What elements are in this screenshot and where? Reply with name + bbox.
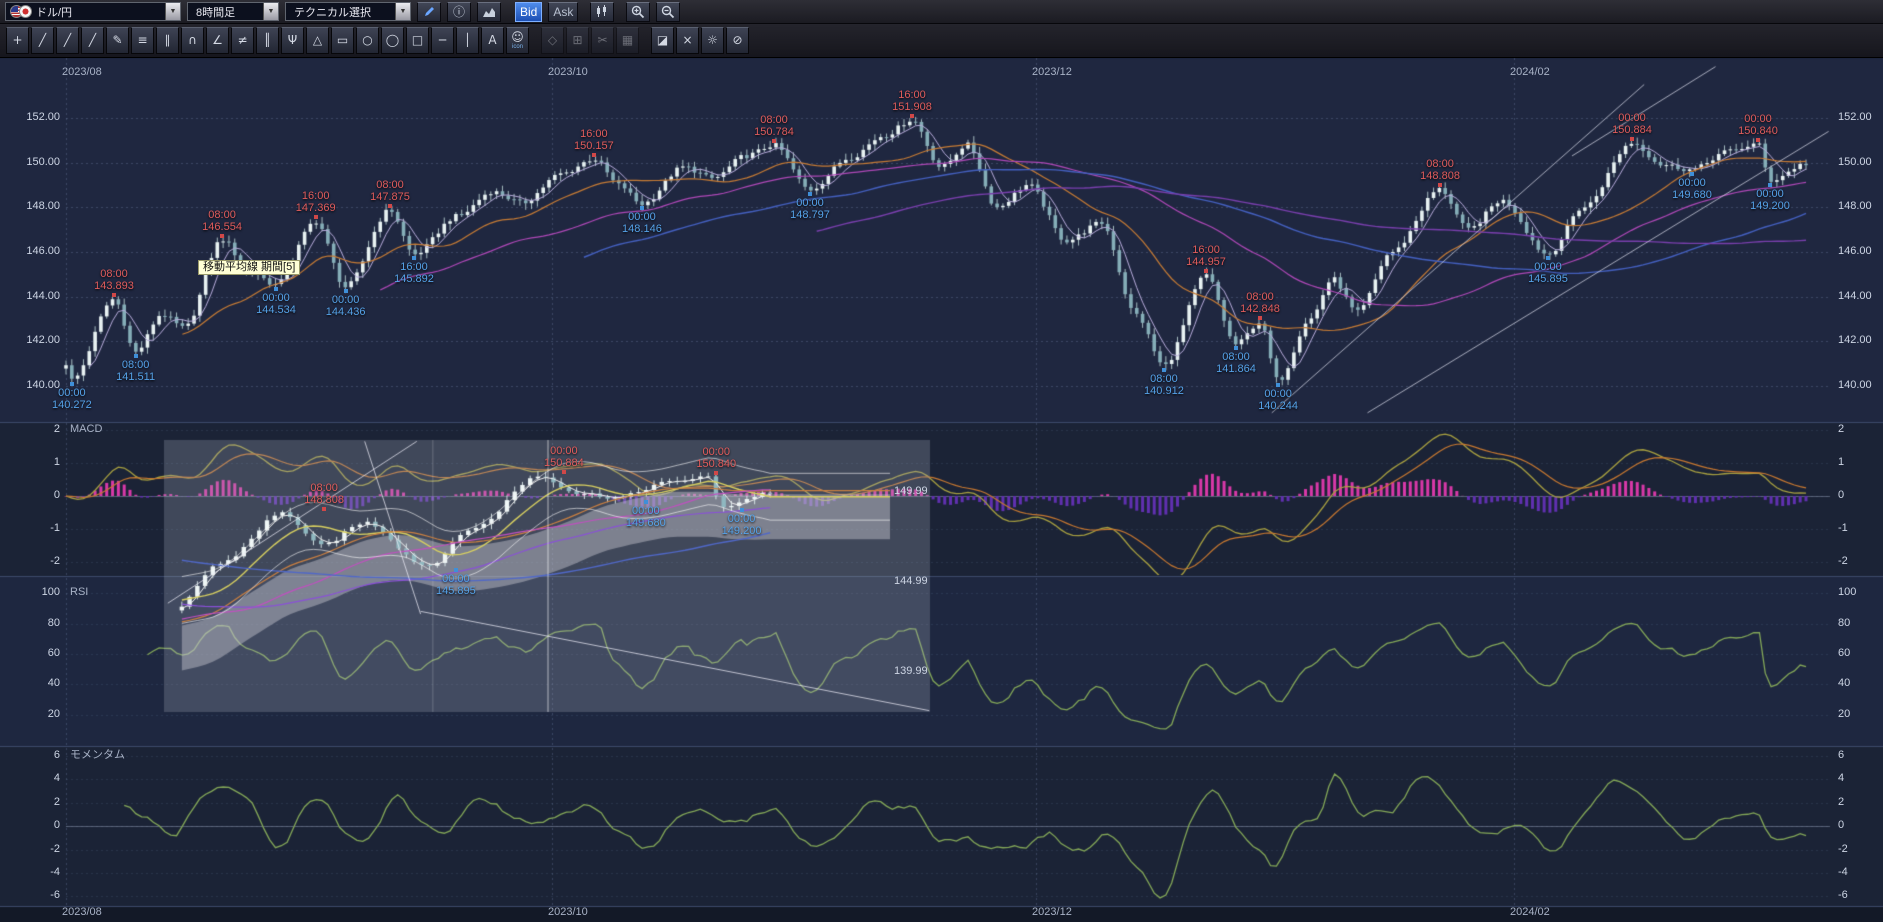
tool-pitchfork-icon: Ψ — [287, 33, 298, 47]
main-toolbar: ドル/円 ▼ 8時間足 ▼ テクニカル選択 ▼ ⓘ Bid Ask — [0, 0, 1883, 24]
tool-horizontal-lines[interactable]: ≡ — [131, 27, 154, 54]
tool-paste: ▦ — [616, 27, 639, 54]
tool-cut: ✂ — [591, 27, 614, 54]
tool-horizontal-lines-icon: ≡ — [137, 33, 148, 47]
tool-text[interactable]: A — [481, 27, 504, 54]
ask-button[interactable]: Ask — [548, 1, 579, 22]
tool-triangle[interactable]: △ — [306, 27, 329, 54]
zoom-in-button[interactable] — [626, 1, 651, 22]
tool-gann-fan[interactable]: ∠ — [206, 27, 229, 54]
tool-vertical-line[interactable]: │ — [456, 27, 479, 54]
tool-cut-icon: ✂ — [597, 33, 608, 47]
tool-icon-stamp[interactable]: ☺ icon — [506, 27, 529, 54]
bid-button[interactable]: Bid — [515, 1, 543, 22]
currency-pair-label: ドル/円 — [36, 6, 73, 19]
zoom-out-button[interactable] — [656, 1, 681, 22]
japan-flag-icon — [19, 5, 32, 18]
tool-fibonacci-retracement[interactable]: ≠ — [231, 27, 254, 54]
tool-prohibit-icon: ⊘ — [732, 33, 743, 47]
tool-text-icon: A — [488, 33, 497, 47]
tool-eraser-icon: ◪ — [656, 33, 669, 47]
tool-rectangle[interactable]: ▭ — [331, 27, 354, 54]
tool-circle[interactable]: ○ — [356, 27, 379, 54]
tool-horizontal-line-icon: ─ — [438, 33, 447, 47]
ma-tooltip: 移動平均線 期間[5] — [198, 260, 301, 275]
tool-extended-line-icon: ╱ — [63, 33, 72, 47]
chart-type-area-button[interactable] — [477, 1, 501, 22]
tool-triangle-icon: △ — [312, 33, 323, 47]
technical-selector[interactable]: テクニカル選択 ▼ — [285, 2, 411, 21]
tool-ellipse[interactable]: ◯ — [381, 27, 404, 54]
tool-box-icon: □ — [411, 33, 424, 47]
tool-icon-stamp-caption: icon — [511, 44, 523, 50]
tool-freehand-pencil[interactable]: ✎ — [106, 27, 129, 54]
tool-ray-line-icon: ╱ — [88, 33, 97, 47]
tool-icon-stamp-icon: ☺ — [511, 30, 524, 44]
tool-parallel-lines[interactable]: ∥ — [156, 27, 179, 54]
technical-dropdown-arrow-icon[interactable]: ▼ — [395, 3, 410, 20]
pair-dropdown-arrow-icon[interactable]: ▼ — [165, 3, 180, 20]
tool-copy: ⊞ — [566, 27, 589, 54]
tool-fibonacci-retracement-icon: ≠ — [237, 33, 248, 47]
tool-vertical-lines[interactable]: ║ — [256, 27, 279, 54]
tool-gann-fan-icon: ∠ — [212, 33, 223, 47]
area-chart-icon — [483, 7, 495, 17]
tool-copy-icon: ⊞ — [572, 33, 583, 47]
technical-label: テクニカル選択 — [294, 6, 371, 19]
tool-paste-icon: ▦ — [621, 33, 634, 47]
timeframe-selector[interactable]: 8時間足 ▼ — [187, 2, 279, 21]
tool-crosshair-icon: + — [12, 33, 23, 47]
tool-crosshair[interactable]: + — [6, 27, 29, 54]
tool-select: ◇ — [541, 27, 564, 54]
drawing-toolbar: + ╱ ╱ ╱ ✎ ≡ ∥ ∩ ∠ ≠ ║ Ψ △ ▭ ○ ◯ □ ─ │ A ☺ icon ◇ ⊞ ✂ ▦ ◪ × ☼ ⊘ — [0, 24, 1883, 58]
tool-circle-icon: ○ — [362, 33, 373, 47]
tool-freehand-pencil-icon: ✎ — [112, 33, 123, 47]
tool-vertical-line-icon: │ — [463, 33, 472, 47]
tool-clear-all-icon: × — [682, 33, 693, 47]
tool-parallel-lines-icon: ∥ — [164, 33, 171, 47]
tool-fibonacci-arc-icon: ∩ — [188, 33, 197, 47]
tool-extended-line[interactable]: ╱ — [56, 27, 79, 54]
zoom-in-icon — [632, 5, 645, 18]
tool-pitchfork[interactable]: Ψ — [281, 27, 304, 54]
pencil-icon — [424, 7, 434, 16]
timeframe-label: 8時間足 — [196, 6, 236, 19]
info-button[interactable]: ⓘ — [447, 1, 471, 22]
tool-eraser[interactable]: ◪ — [651, 27, 674, 54]
tool-vertical-lines-icon: ║ — [263, 33, 272, 47]
tool-select-icon: ◇ — [547, 33, 558, 47]
timeframe-dropdown-arrow-icon[interactable]: ▼ — [263, 3, 278, 20]
tool-fibonacci-arc[interactable]: ∩ — [181, 27, 204, 54]
tool-clear-all[interactable]: × — [676, 27, 699, 54]
tool-ellipse-icon: ◯ — [385, 33, 400, 47]
tool-ray-line[interactable]: ╱ — [81, 27, 104, 54]
tool-settings[interactable]: ☼ — [701, 27, 724, 54]
tool-trendline-icon: ╱ — [38, 33, 47, 47]
candle-chart-icon — [597, 5, 607, 17]
tool-settings-icon: ☼ — [707, 33, 718, 47]
tool-trendline[interactable]: ╱ — [31, 27, 54, 54]
draw-pencil-button[interactable] — [417, 1, 441, 22]
tool-prohibit[interactable]: ⊘ — [726, 27, 749, 54]
tool-horizontal-line[interactable]: ─ — [431, 27, 454, 54]
tool-box[interactable]: □ — [406, 27, 429, 54]
tool-rectangle-icon: ▭ — [336, 33, 349, 47]
info-icon: ⓘ — [452, 5, 465, 19]
zoom-out-icon — [662, 5, 675, 18]
chart-type-candle-button[interactable] — [590, 1, 615, 22]
currency-pair-selector[interactable]: ドル/円 ▼ — [5, 2, 181, 21]
